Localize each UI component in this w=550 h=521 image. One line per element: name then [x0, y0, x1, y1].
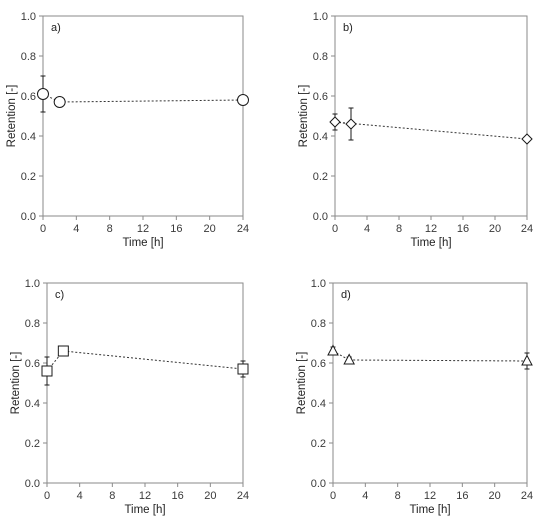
data-point-0: [329, 116, 341, 128]
x-tick-label: 8: [107, 223, 113, 235]
x-tick-label: 20: [204, 223, 216, 235]
chart-panel-4: 0.0 0.2 0.4 0.6 0.8 1.0 0 4 8 12 16 20 24 Time [h] Ret…: [296, 278, 533, 516]
x-tick-label: 12: [137, 223, 149, 235]
data-point-1: [343, 353, 355, 365]
y-axis-label: Retention [-]: [6, 85, 18, 148]
y-tick-label: 0.2: [21, 171, 36, 183]
data-point-0: [41, 365, 53, 377]
chart-panel-2: 0.0 0.2 0.4 0.6 0.8 1.0 0 4 8 12 16 20 24 Time [h] Ret…: [298, 11, 533, 249]
y-tick-label: 1.0: [311, 278, 326, 290]
trend-line: [59, 99, 244, 103]
x-axis-label: Time [h]: [410, 237, 451, 249]
y-tick-label: 0.2: [313, 171, 328, 183]
data-point-0: [327, 344, 339, 356]
y-tick-label: 0.2: [311, 438, 326, 450]
panel-label: a): [51, 22, 61, 34]
data-point-2: [521, 133, 533, 145]
panel-label: b): [343, 22, 353, 34]
y-axis-label: Retention [-]: [10, 352, 22, 415]
x-tick-label: 0: [332, 223, 338, 235]
x-tick-label: 12: [424, 490, 436, 502]
y-tick-label: 0.4: [313, 131, 328, 143]
x-tick-label: 20: [489, 223, 501, 235]
y-tick-label: 0.0: [25, 478, 40, 490]
x-tick-label: 24: [237, 490, 249, 502]
y-tick-label: 0.8: [21, 51, 36, 63]
panel-label: d): [341, 289, 351, 301]
x-tick-label: 4: [73, 223, 79, 235]
x-tick-label: 20: [204, 490, 216, 502]
data-point-2: [521, 354, 533, 366]
y-tick-label: 0.2: [25, 438, 40, 450]
x-tick-label: 4: [362, 490, 368, 502]
x-axis-label: Time [h]: [409, 504, 450, 516]
chart-panel-1: 0.0 0.2 0.4 0.6 0.8 1.0 0 4 8 12 16 20 24 Time [h] Ret…: [6, 11, 249, 249]
x-tick-label: 0: [330, 490, 336, 502]
x-tick-label: 24: [237, 223, 249, 235]
y-tick-label: 0.6: [311, 358, 326, 370]
x-axis-label: Time [h]: [122, 237, 163, 249]
data-point-2: [237, 363, 249, 375]
series-connector: [42, 93, 60, 103]
y-tick-label: 0.6: [25, 358, 40, 370]
data-point-1: [57, 345, 69, 357]
panel-label: c): [55, 289, 64, 301]
x-tick-label: 24: [521, 223, 533, 235]
y-tick-label: 0.4: [25, 398, 40, 410]
x-tick-label: 4: [77, 490, 83, 502]
x-tick-label: 12: [425, 223, 437, 235]
y-tick-label: 0.4: [21, 131, 36, 143]
x-tick-label: 4: [364, 223, 370, 235]
plot-frame: [334, 15, 528, 217]
y-tick-label: 0.6: [21, 91, 36, 103]
y-tick-label: 1.0: [313, 11, 328, 23]
y-tick-label: 0.8: [311, 318, 326, 330]
x-tick-label: 16: [456, 490, 468, 502]
x-axis-label: Time [h]: [124, 504, 165, 516]
trend-line: [63, 350, 244, 370]
y-tick-label: 0.8: [25, 318, 40, 330]
plot-frame: [42, 15, 244, 217]
y-axis-label: Retention [-]: [296, 352, 308, 415]
data-point-0: [37, 88, 49, 100]
y-tick-label: 0.0: [21, 211, 36, 223]
x-tick-label: 12: [139, 490, 151, 502]
x-tick-label: 16: [172, 490, 184, 502]
y-tick-label: 1.0: [25, 278, 40, 290]
x-tick-label: 8: [109, 490, 115, 502]
x-tick-label: 20: [489, 490, 501, 502]
x-tick-label: 8: [396, 223, 402, 235]
y-tick-label: 0.8: [313, 51, 328, 63]
x-tick-label: 0: [40, 223, 46, 235]
y-axis-label: Retention [-]: [298, 85, 310, 148]
trend-line: [349, 359, 528, 362]
data-point-2: [237, 94, 249, 106]
plot-frame: [332, 282, 528, 484]
series-connector: [332, 350, 350, 361]
x-tick-label: 8: [395, 490, 401, 502]
y-tick-label: 1.0: [21, 11, 36, 23]
x-tick-label: 0: [44, 490, 50, 502]
x-tick-label: 16: [457, 223, 469, 235]
y-tick-label: 0.6: [313, 91, 328, 103]
data-point-1: [53, 96, 66, 108]
data-point-1: [345, 118, 357, 130]
trend-line: [334, 121, 528, 140]
y-tick-label: 0.0: [311, 478, 326, 490]
plot-frame: [46, 282, 244, 484]
x-tick-label: 24: [521, 490, 533, 502]
x-tick-label: 16: [170, 223, 182, 235]
y-tick-label: 0.4: [311, 398, 326, 410]
y-tick-label: 0.0: [313, 211, 328, 223]
chart-panel-3: 0.0 0.2 0.4 0.6 0.8 1.0 0 4 8 12 16 20 24 Time [h] Ret…: [10, 278, 249, 516]
